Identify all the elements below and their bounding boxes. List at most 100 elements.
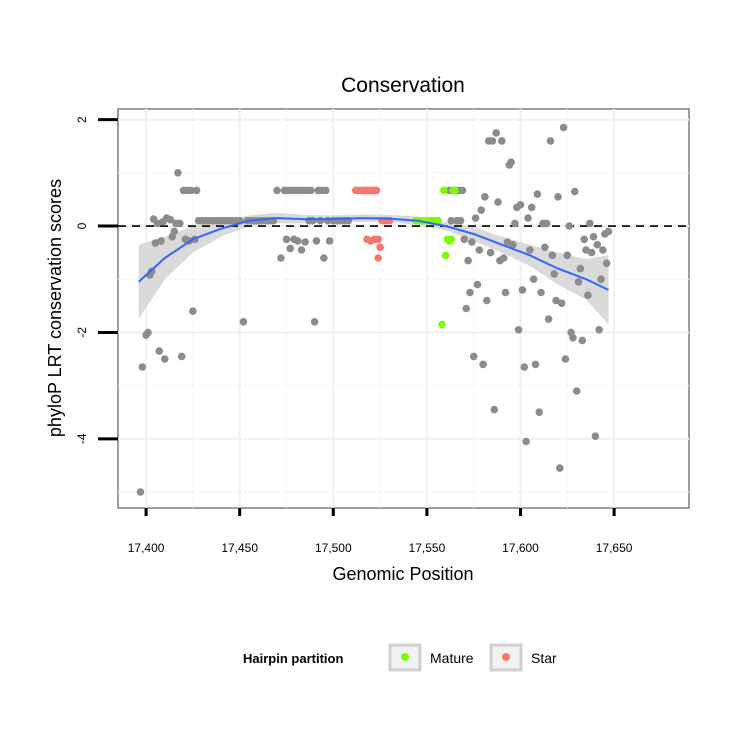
- data-point: [522, 437, 530, 446]
- data-point: [597, 275, 605, 284]
- data-point: [286, 244, 295, 253]
- legend-label-mature: Mature: [430, 650, 474, 666]
- data-point: [526, 246, 534, 254]
- data-point: [498, 137, 506, 145]
- x-tick-label: 17,400: [128, 541, 165, 555]
- data-point: [161, 355, 169, 363]
- data-point: [481, 193, 489, 201]
- data-point: [174, 169, 182, 177]
- legend-item-mature: Mature: [388, 643, 474, 672]
- smooth-fit-line: [137, 217, 609, 291]
- data-point: [456, 216, 465, 225]
- chart-title: Conservation: [341, 74, 465, 97]
- smooth-line: [137, 217, 609, 291]
- data-point: [325, 237, 334, 245]
- data-point: [544, 315, 553, 323]
- legend-title: Hairpin partition: [243, 651, 343, 666]
- data-point: [524, 214, 532, 222]
- data-point: [440, 186, 448, 195]
- x-axis-title: Genomic Position: [332, 564, 473, 584]
- legend-item-star: Star: [489, 643, 557, 672]
- data-point: [469, 352, 478, 361]
- data-point: [468, 238, 476, 246]
- data-point: [563, 251, 572, 260]
- data-point: [138, 363, 147, 371]
- data-point: [533, 190, 542, 198]
- data-point: [477, 206, 486, 214]
- data-point: [561, 355, 570, 363]
- data-point: [527, 203, 536, 212]
- data-point: [591, 432, 600, 441]
- data-point: [584, 291, 592, 300]
- data-point: [301, 238, 310, 246]
- data-point: [297, 246, 306, 254]
- data-point: [293, 237, 302, 245]
- data-point: [586, 219, 594, 228]
- data-point: [460, 235, 469, 244]
- data-point: [604, 227, 613, 236]
- data-point: [514, 326, 523, 334]
- data-point: [569, 334, 577, 342]
- data-point: [372, 186, 381, 195]
- data-point: [572, 387, 581, 395]
- data-point: [374, 254, 383, 262]
- data-point: [376, 243, 384, 252]
- data-point: [509, 240, 517, 249]
- data-point: [587, 248, 596, 257]
- x-axis: 17,400 17,450 17,500 17,550 17,600 17,650: [128, 508, 633, 555]
- data-point: [499, 254, 508, 262]
- data-point: [492, 129, 501, 137]
- y-tick-label: -2: [75, 327, 89, 338]
- y-axis: 2 0 -2 -4: [75, 116, 118, 444]
- y-tick-label: -4: [75, 433, 89, 444]
- data-point: [157, 237, 165, 245]
- data-point: [320, 254, 328, 262]
- data-point: [155, 347, 163, 355]
- plot-panel: [117, 108, 690, 509]
- x-tick-label: 17,550: [409, 541, 446, 555]
- data-point: [187, 186, 195, 195]
- data-point: [282, 235, 291, 244]
- data-point: [189, 307, 197, 316]
- data-point: [537, 288, 545, 297]
- x-tick-label: 17,500: [315, 541, 352, 555]
- data-point: [374, 235, 383, 244]
- data-point: [438, 320, 446, 329]
- data-point: [490, 405, 499, 414]
- data-point: [310, 318, 319, 326]
- data-point: [541, 243, 549, 252]
- x-tick-label: 17,650: [596, 541, 633, 555]
- data-point: [447, 235, 456, 244]
- data-point: [595, 326, 603, 334]
- x-tick-label: 17,600: [502, 541, 539, 555]
- x-tick-label: 17,450: [221, 541, 258, 555]
- data-point: [441, 251, 450, 260]
- data-point: [176, 219, 184, 228]
- data-point: [516, 201, 525, 209]
- data-point: [136, 488, 145, 496]
- data-point: [578, 336, 587, 345]
- data-point: [507, 158, 515, 166]
- data-point: [464, 256, 472, 265]
- data-point: [486, 248, 495, 257]
- data-point: [542, 219, 551, 228]
- data-point: [571, 187, 579, 196]
- data-point: [434, 216, 442, 225]
- data-point: [273, 186, 281, 195]
- data-point: [316, 216, 325, 225]
- data-point: [535, 408, 543, 417]
- plot-border: [117, 108, 690, 509]
- data-point: [462, 304, 471, 313]
- data-point: [559, 123, 568, 132]
- series-other: [136, 123, 613, 496]
- legend: Hairpin partition Mature Star: [243, 643, 557, 672]
- series-star: [352, 186, 394, 262]
- data-point: [574, 278, 583, 286]
- data-point: [483, 296, 491, 305]
- data-point: [580, 235, 588, 244]
- data-point: [151, 239, 160, 247]
- data-point: [466, 288, 474, 297]
- data-point: [166, 215, 175, 224]
- data-point: [312, 237, 321, 245]
- y-tick-label: 2: [75, 116, 89, 123]
